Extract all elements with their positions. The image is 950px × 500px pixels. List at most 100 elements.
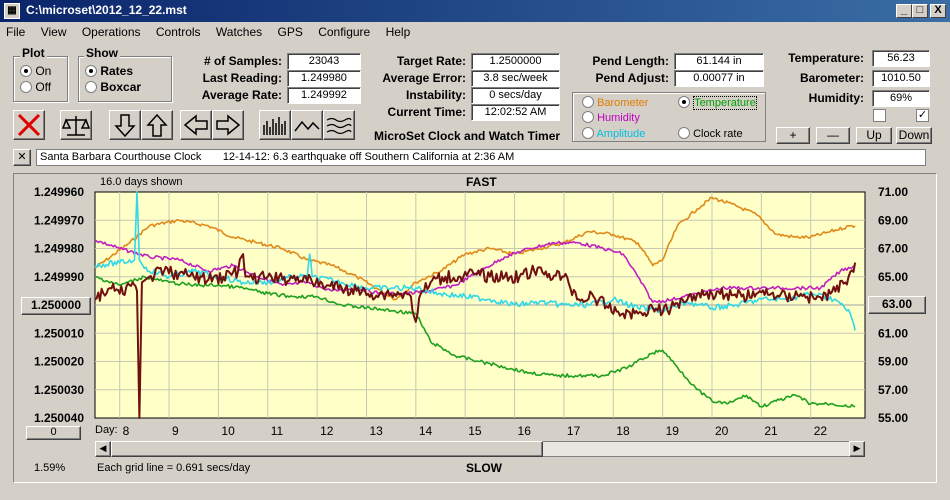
scroll-thumb[interactable] <box>111 441 543 457</box>
last-reading-label: Last Reading: <box>202 71 282 85</box>
axis-down-button[interactable]: Down <box>896 127 932 144</box>
x-tick-label: 19 <box>666 424 680 438</box>
series-barometer-label: Barometer <box>597 97 649 109</box>
series-line-clock-rate <box>94 253 857 419</box>
balance-button[interactable] <box>60 110 92 140</box>
menu-bar: File View Operations Controls Watches GP… <box>0 22 950 42</box>
series-amplitude-radio[interactable]: Amplitude <box>582 127 645 140</box>
y-right-tick-label: 65.00 <box>878 270 908 284</box>
pend-adjust-field[interactable]: 0.00077 in <box>674 70 764 87</box>
menu-watches[interactable]: Watches <box>215 25 263 39</box>
arrow-down-button[interactable] <box>109 110 141 140</box>
plot-off-radio-dot[interactable] <box>20 81 32 93</box>
x-tick-label: 14 <box>419 424 433 438</box>
plot-off-label: Off <box>35 80 52 94</box>
line-graph-icon <box>294 120 320 132</box>
target-rate-label: Target Rate: <box>396 54 466 68</box>
target-rate-field[interactable]: 1.2500000 <box>471 53 560 70</box>
y-left-tick-label: 1.250040 <box>34 411 84 425</box>
y-right-tick-label: 57.00 <box>878 383 908 397</box>
maximize-button[interactable]: □ <box>912 4 928 18</box>
menu-file[interactable]: File <box>6 25 26 39</box>
arrow-left-button[interactable] <box>180 110 212 140</box>
y-right-tick-label: 69.00 <box>878 213 908 227</box>
arrow-right-button[interactable] <box>212 110 244 140</box>
scroll-right-button[interactable]: ▶ <box>849 441 865 457</box>
series-barometer-dot[interactable] <box>582 96 594 108</box>
series-humidity-label: Humidity <box>597 112 640 124</box>
note-close-button[interactable]: ✕ <box>13 149 31 166</box>
menu-configure[interactable]: Configure <box>318 25 371 39</box>
scroll-left-button[interactable]: ◀ <box>95 441 111 457</box>
show-boxcar-radio[interactable]: Boxcar <box>85 80 141 94</box>
show-rates-radio[interactable]: Rates <box>85 64 133 78</box>
series-barometer-radio[interactable]: Barometer <box>582 96 648 109</box>
last-reading-field: 1.249980 <box>287 70 361 87</box>
x-tick-label: 9 <box>172 424 179 438</box>
plot-on-radio[interactable]: On <box>20 64 51 78</box>
axis-up-button[interactable]: Up <box>856 127 892 144</box>
y-right-tick-label: 59.00 <box>878 355 908 369</box>
pend-length-field[interactable]: 61.144 in <box>674 53 764 70</box>
grid-note: Each grid line = 0.691 secs/day <box>97 462 251 474</box>
checkbox-1[interactable] <box>873 109 886 122</box>
menu-gps[interactable]: GPS <box>277 25 303 39</box>
series-temperature-radio[interactable]: Temperature <box>678 96 757 110</box>
clear-icon <box>17 113 41 137</box>
balance-icon <box>61 116 91 136</box>
histogram-button[interactable] <box>259 110 291 140</box>
series-amplitude-label: Amplitude <box>596 128 646 140</box>
show-group <box>78 56 172 102</box>
menu-view[interactable]: View <box>40 25 67 39</box>
menu-operations[interactable]: Operations <box>81 25 141 39</box>
axis-plus-button[interactable]: + <box>776 127 810 144</box>
app-icon[interactable]: ▦ <box>4 3 20 19</box>
x-tick-label: 20 <box>715 424 729 438</box>
series-humidity-radio[interactable]: Humidity <box>582 111 640 124</box>
histogram-icon <box>263 117 286 135</box>
percent-label: 1.59% <box>34 462 66 474</box>
checkbox-2[interactable]: ✓ <box>916 109 929 122</box>
avg-rate-label: Average Rate: <box>201 88 282 102</box>
plot-off-radio[interactable]: Off <box>20 80 51 94</box>
chart-bottom-label: SLOW <box>466 461 502 475</box>
series-temperature-label: Temperature <box>693 96 757 110</box>
y-left-tick-label: 1.250020 <box>34 355 84 369</box>
y-right-tick-label: 71.00 <box>878 185 908 199</box>
series-clockrate-dot[interactable] <box>678 127 690 139</box>
y-left-mid-button[interactable]: 1.250000 <box>21 297 91 315</box>
series-temperature-dot[interactable] <box>678 96 690 108</box>
menu-help[interactable]: Help <box>385 25 411 39</box>
axis-minus-button[interactable]: — <box>816 127 850 144</box>
x-tick-label: 16 <box>518 424 532 438</box>
barometer-field: 1010.50 <box>872 70 930 87</box>
avg-error-field: 3.8 sec/week <box>471 70 560 87</box>
series-select-box <box>572 92 766 142</box>
series-amplitude-dot[interactable] <box>582 127 594 139</box>
arrow-up-button[interactable] <box>141 110 173 140</box>
clear-button[interactable] <box>13 110 45 140</box>
y-left-bottom-button[interactable]: 0 <box>26 426 81 440</box>
series-humidity-dot[interactable] <box>582 111 594 123</box>
series-clockrate-radio[interactable]: Clock rate <box>678 127 743 140</box>
x-tick-label: 10 <box>221 424 235 438</box>
x-tick-label: 21 <box>764 424 778 438</box>
show-boxcar-radio-dot[interactable] <box>85 81 97 93</box>
temperature-label: Temperature: <box>788 51 864 65</box>
y-right-tick-label: 67.00 <box>878 242 908 256</box>
line-graph-button[interactable] <box>291 110 323 140</box>
plot-on-radio-dot[interactable] <box>20 65 32 77</box>
title-bar: ▦ C:\microset\2012_12_22.mst _ □ X <box>0 0 950 22</box>
wave-button[interactable] <box>323 110 355 140</box>
y-right-mid-button[interactable]: 63.00 <box>868 296 926 314</box>
menu-controls[interactable]: Controls <box>155 25 201 39</box>
humidity-label: Humidity: <box>808 91 864 105</box>
window-title: C:\microset\2012_12_22.mst <box>26 3 187 17</box>
minimize-button[interactable]: _ <box>896 4 912 18</box>
instability-label: Instability: <box>405 88 466 102</box>
note-field[interactable]: Santa Barbara Courthouse Clock 12-14-12:… <box>36 149 926 166</box>
y-left-tick-label: 1.250030 <box>34 383 84 397</box>
show-rates-radio-dot[interactable] <box>85 65 97 77</box>
close-window-button[interactable]: X <box>930 4 946 18</box>
